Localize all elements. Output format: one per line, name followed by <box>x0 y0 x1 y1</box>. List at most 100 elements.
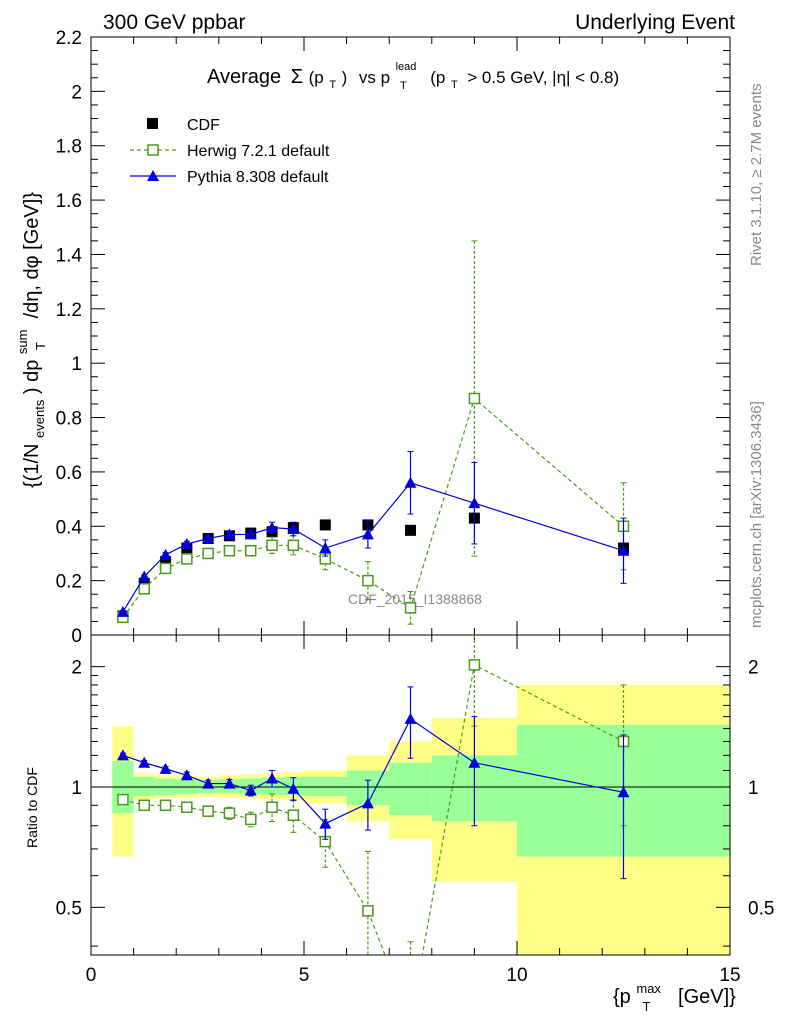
herwig-point <box>404 602 417 614</box>
pythia-ratio-point <box>361 797 374 809</box>
pythia-line <box>122 482 624 613</box>
main-y-tick-label: 1 <box>71 354 82 375</box>
pythia-point <box>116 605 129 617</box>
herwig-ratio-point <box>362 905 374 917</box>
herwig-point <box>362 574 374 587</box>
main-y-tick-label: 1.6 <box>56 191 82 212</box>
herwig-ratio-point <box>138 799 150 812</box>
title-cut-rest: > 0.5 GeV, |η| < 0.8) <box>467 68 619 87</box>
pythia-point <box>138 570 151 582</box>
main-y-tick-label: 0.8 <box>56 409 82 430</box>
cdf-point <box>319 519 331 531</box>
cdf-point <box>160 556 172 568</box>
main-y-tick-label: 1.8 <box>56 137 82 158</box>
ylabel-part-b: ) dp <box>21 360 43 394</box>
ylabel-events-sub: events <box>32 399 47 438</box>
xlabel-part-a: {p <box>613 986 631 1008</box>
x-tick-label: 15 <box>719 965 740 986</box>
analysis-watermark: CDF_2015_I1388868 <box>348 591 482 607</box>
legend: CDF Herwig 7.2.1 default Pythia 8.308 de… <box>130 117 330 186</box>
herwig-point <box>287 539 300 552</box>
xlabel-max-sup: max <box>636 981 661 996</box>
herwig-point <box>138 583 150 595</box>
ratio-series-group <box>116 635 630 955</box>
title-cut-sub: T <box>451 79 458 91</box>
main-y-axis-label: {(1/N events ) dp sum T /dη, dφ [GeV]} <box>10 192 50 488</box>
pythia-ratio-point <box>116 749 129 761</box>
pythia-point <box>266 521 279 533</box>
x-axis-label: {p max T [GeV]} <box>613 976 736 1016</box>
pythia-ratio-point <box>202 777 215 789</box>
main-y-tick-label: 1.2 <box>56 300 82 321</box>
main-y-tick-label: 0.6 <box>56 463 82 484</box>
pythia-ratio-point <box>404 712 417 724</box>
legend-pythia-label: Pythia 8.308 default <box>187 169 329 186</box>
main-y-tick-label: 2.2 <box>56 28 82 49</box>
main-axis-ticks: 0 0.2 0.4 0.6 0.8 1 1.2 1.4 1.6 1.8 2 2.2 0 5 10 15 <box>56 28 741 986</box>
herwig-ratio-point <box>117 793 129 806</box>
herwig-ratio-point <box>223 807 236 819</box>
pythia-ratio-point <box>287 782 300 794</box>
x-tick-label: 10 <box>506 965 527 986</box>
pythia-point <box>319 542 332 554</box>
herwig-point <box>159 562 172 575</box>
pythia-point <box>468 497 481 509</box>
ratio-y-tick-label: 2 <box>71 658 82 679</box>
herwig-line <box>122 397 624 618</box>
pythia-ratio-point <box>266 772 279 784</box>
title-average: Average <box>207 66 281 88</box>
band-inner-bin <box>133 776 155 796</box>
herwig-point <box>202 547 214 560</box>
xlabel-part-b: [GeV]} <box>678 986 736 1008</box>
ylabel-part-a: {(1/N <box>21 444 43 488</box>
main-y-tick-label: 2 <box>71 82 82 103</box>
title-lead-sup: lead <box>396 61 417 73</box>
ratio-y-tick-label: 0.5 <box>56 898 82 919</box>
legend-cdf-label: CDF <box>187 117 220 134</box>
title-sigma: Σ <box>291 66 303 88</box>
herwig-point <box>181 553 193 565</box>
herwig-point <box>223 544 236 557</box>
herwig-ratio-line <box>122 664 624 955</box>
main-y-tick-label: 1.4 <box>56 245 83 266</box>
ratio-plot-frame <box>90 634 731 956</box>
ratio-y-axis-label: Ratio to CDF <box>24 767 40 848</box>
x-tick-label: 5 <box>299 965 310 986</box>
main-y-tick-label: 0.2 <box>56 572 82 593</box>
ratio-data-layer <box>116 635 630 955</box>
cdf-point <box>405 524 416 536</box>
ylabel-part-c: /dη, dφ [GeV]} <box>21 192 43 319</box>
x-tick-label: 0 <box>86 965 97 986</box>
herwig-point <box>266 539 278 552</box>
ylabel-t-sub: T <box>33 342 48 350</box>
ratio-y-tick-label: 1 <box>71 778 82 799</box>
legend-herwig-label: Herwig 7.2.1 default <box>187 143 330 160</box>
title-vs: vs p <box>359 68 390 87</box>
pythia-ratio-point <box>617 786 630 798</box>
title-pt-sub: T <box>329 79 336 91</box>
header-left: 300 GeV ppbar <box>103 11 245 34</box>
pythia-ratio-point <box>244 784 257 796</box>
pythia-point <box>361 528 374 540</box>
title-pt-close: ) <box>342 68 348 87</box>
header-right: Underlying Event <box>575 11 735 34</box>
band-inner-bin <box>304 776 347 796</box>
pythia-point <box>244 528 257 540</box>
pythia-ratio-point <box>223 777 236 789</box>
legend-cdf-marker <box>147 118 158 129</box>
pythia-ratio-point <box>468 756 481 768</box>
pythia-ratio-point <box>180 769 193 781</box>
pythia-point <box>404 476 417 488</box>
pythia-ratio-point <box>138 756 151 768</box>
main-y-tick-label: 0 <box>71 626 82 647</box>
legend-herwig-marker <box>147 144 159 156</box>
herwig-ratio-point <box>468 659 481 671</box>
title-lead-sub: T <box>400 80 407 92</box>
pythia-point <box>617 544 630 556</box>
band-inner-bin <box>389 762 432 816</box>
ylabel-sum-sup: sum <box>15 330 30 355</box>
title-pt-open: (p <box>309 68 324 87</box>
xlabel-t-sub: T <box>643 999 651 1014</box>
plot-title: Average Σ (p T ) vs p lead T (p T > 0.5 … <box>207 53 619 94</box>
